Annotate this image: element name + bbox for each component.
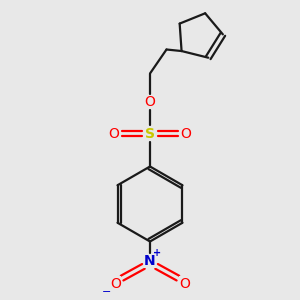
Text: −: − <box>102 287 111 297</box>
Text: O: O <box>109 127 119 140</box>
Text: O: O <box>145 95 155 109</box>
Text: N: N <box>144 254 156 268</box>
Text: +: + <box>152 248 161 258</box>
Text: S: S <box>145 127 155 140</box>
Text: O: O <box>181 127 191 140</box>
Text: O: O <box>179 277 190 290</box>
Text: O: O <box>110 277 121 290</box>
